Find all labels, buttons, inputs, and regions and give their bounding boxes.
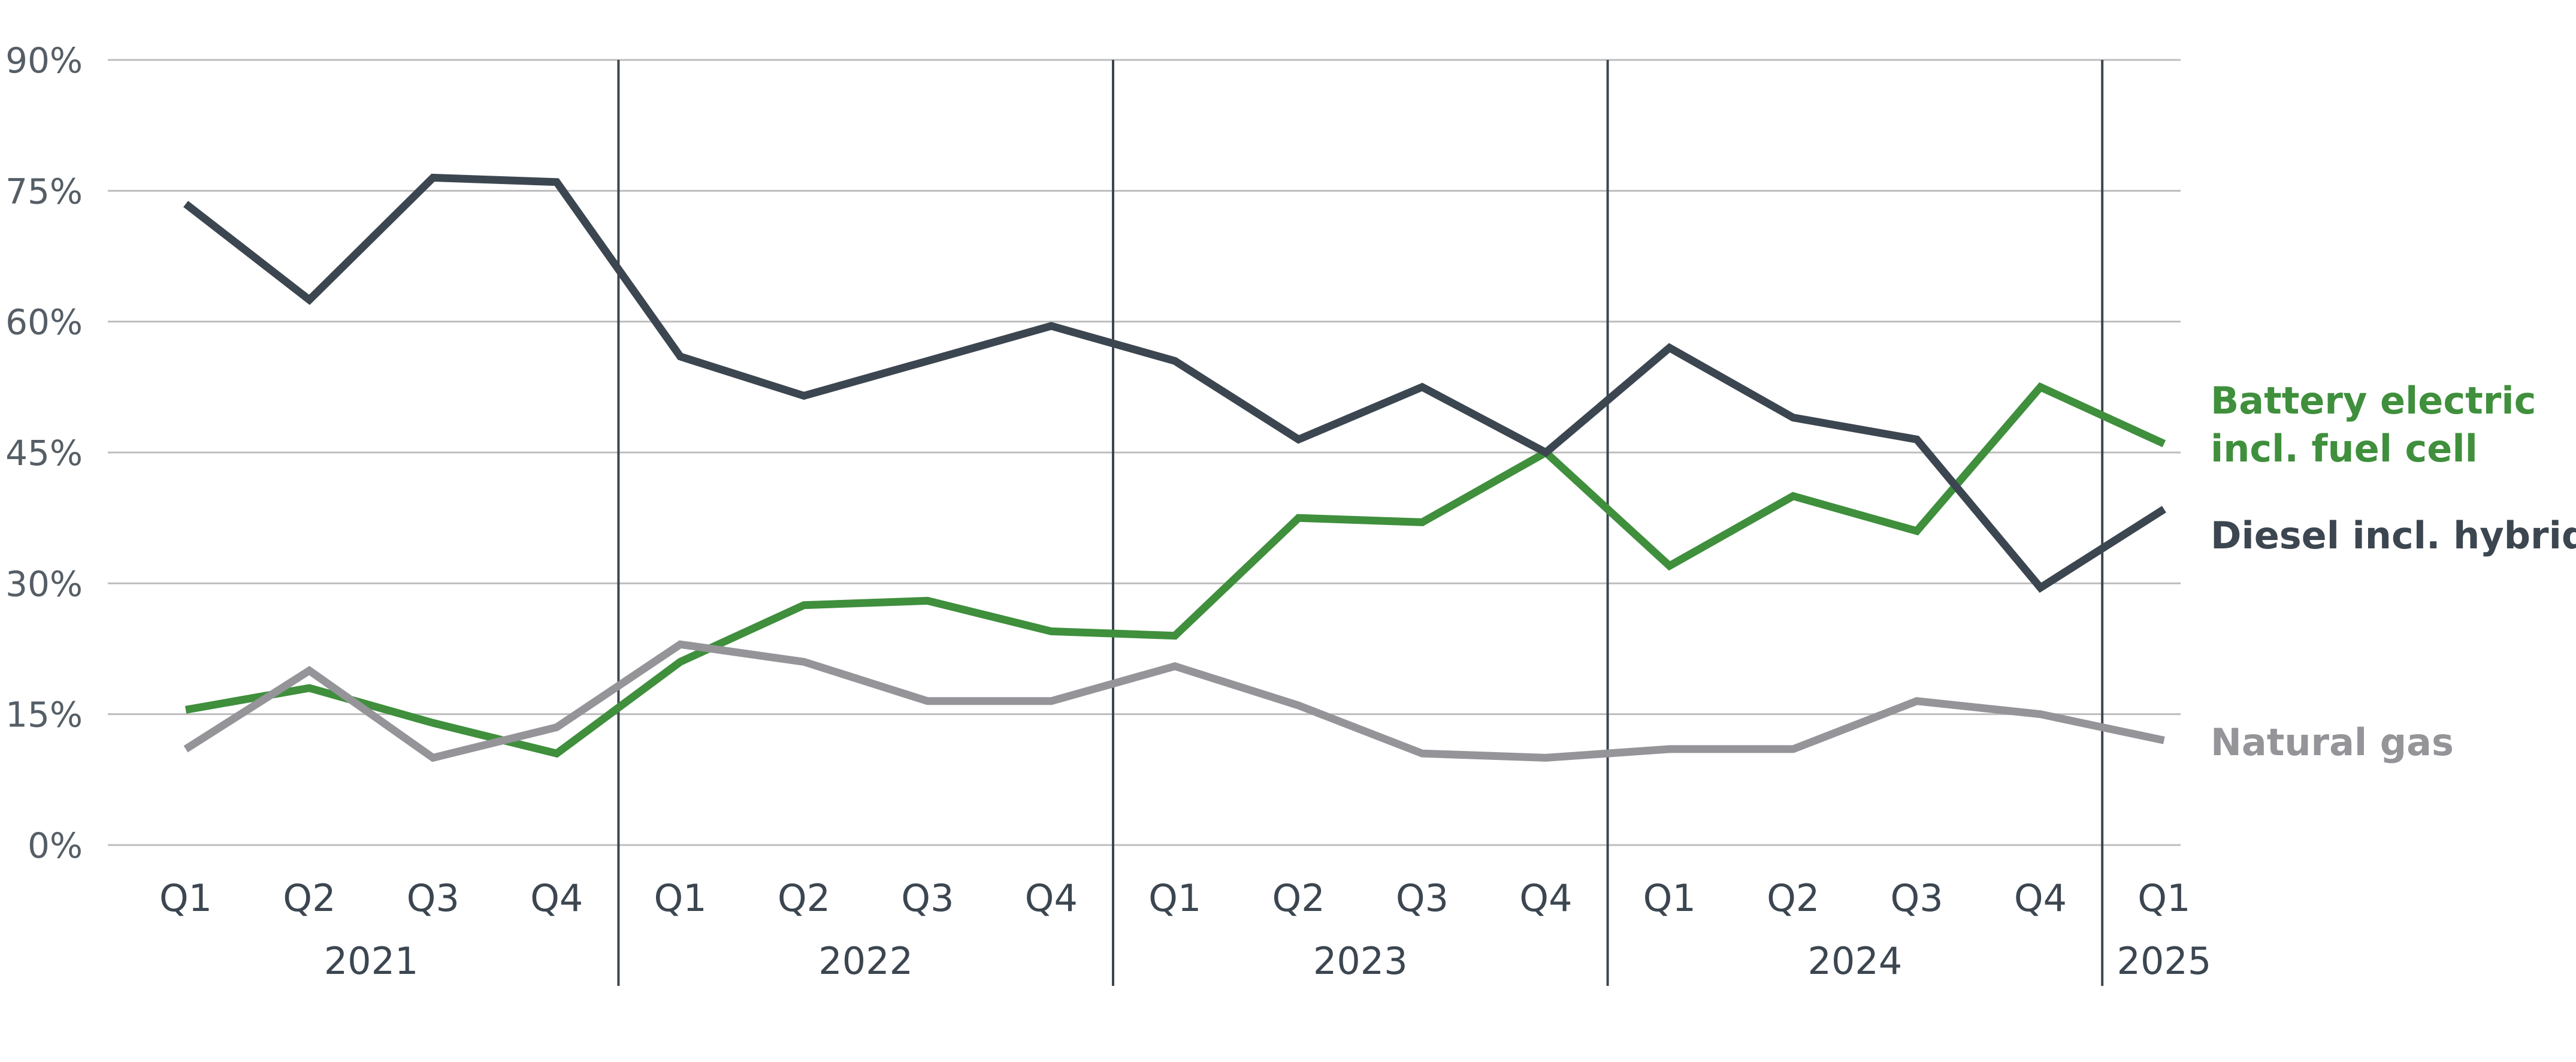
series-line-1 xyxy=(183,173,2166,593)
x-tick-label: Q4 xyxy=(2014,876,2067,920)
y-tick-label: 90% xyxy=(5,40,83,81)
legend-label: Diesel incl. hybrid xyxy=(2211,514,2576,557)
year-label: 2022 xyxy=(818,939,913,983)
legend-label: incl. fuel cell xyxy=(2211,427,2478,470)
y-tick-label: 15% xyxy=(5,695,83,735)
x-tick-label: Q3 xyxy=(901,876,954,920)
x-tick-label: Q3 xyxy=(407,876,459,920)
series-line-0 xyxy=(185,382,2166,758)
y-axis: 0% 15% 30% 45% 60% 75% 90% xyxy=(5,40,83,866)
x-tick-label: Q1 xyxy=(2137,876,2190,920)
year-label: 2024 xyxy=(1808,939,1903,983)
year-dividers xyxy=(617,60,2104,986)
y-tick-label: 60% xyxy=(5,302,83,343)
x-tick-label: Q4 xyxy=(530,876,583,920)
x-tick-label: Q2 xyxy=(778,876,830,920)
x-tick-label: Q1 xyxy=(654,876,706,920)
x-tick-label: Q1 xyxy=(159,876,212,920)
x-tick-label: Q1 xyxy=(1148,876,1201,920)
x-axis: Q1 Q2 Q3 Q4 Q1 Q2 Q3 Q4 Q1 Q2 Q3 Q4 Q1 Q2 Q3 Q4 Q1 2021 20… xyxy=(159,876,2211,983)
x-tick-label: Q3 xyxy=(1396,876,1449,920)
legend-label: Natural gas xyxy=(2211,720,2454,764)
year-label: 2023 xyxy=(1313,939,1408,983)
y-tick-label: 30% xyxy=(5,563,83,604)
x-tick-label: Q1 xyxy=(1643,876,1696,920)
series-lines xyxy=(183,173,2166,762)
legend-label: Battery electric xyxy=(2211,379,2536,423)
series-line-2 xyxy=(183,640,2165,762)
year-label: 2021 xyxy=(324,939,419,983)
gridlines xyxy=(108,59,2181,846)
x-tick-label: Q2 xyxy=(283,876,335,920)
x-tick-label: Q4 xyxy=(1519,876,1572,920)
x-tick-label: Q2 xyxy=(1767,876,1819,920)
y-tick-label: 45% xyxy=(5,433,83,473)
x-tick-label: Q2 xyxy=(1272,876,1325,920)
y-tick-label: 0% xyxy=(28,825,83,866)
x-tick-label: Q4 xyxy=(1025,876,1078,920)
year-label: 2025 xyxy=(2117,939,2212,983)
x-tick-label: Q3 xyxy=(1890,876,1943,920)
y-tick-label: 75% xyxy=(5,171,83,212)
